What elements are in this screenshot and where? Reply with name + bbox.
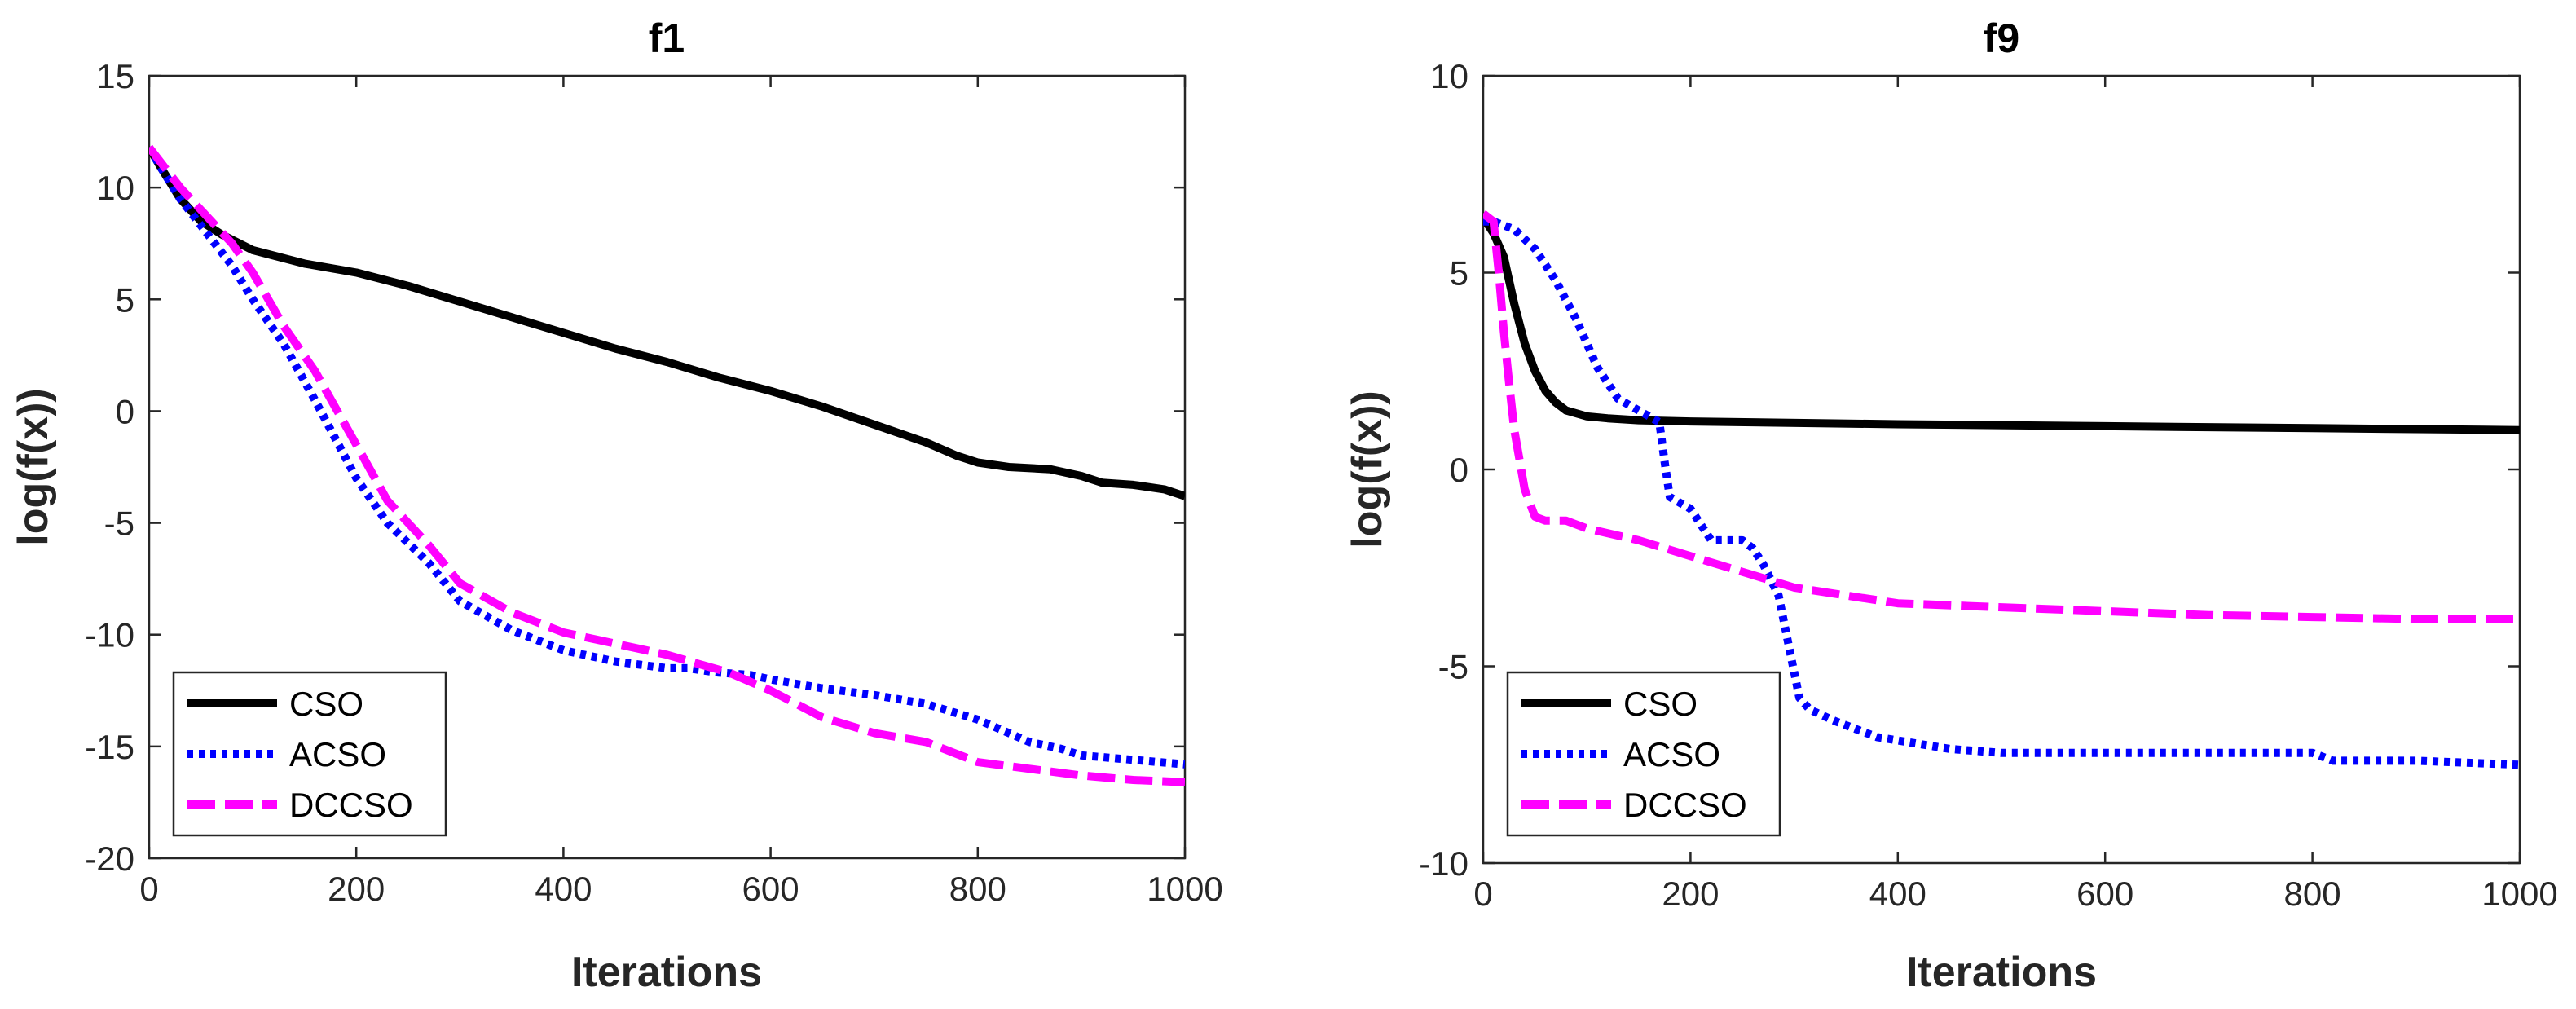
x-tick-label: 600 [742,870,799,908]
y-tick-label: -10 [85,616,134,654]
series-line-dccso [149,144,1185,786]
series-line-cso [149,145,1185,500]
series-lines [1483,210,2520,769]
series-line-cso [1483,215,2520,434]
x-tick-label: 0 [1473,875,1492,913]
legend-label-cso: CSO [289,685,363,723]
chart-f9: f9 0 200 400 600 800 1000 -10 -5 0 5 10 Iterations… [1344,15,2558,996]
x-tick-label: 800 [2284,875,2341,913]
legend-label-dccso: DCCSO [289,786,413,824]
legend-label-dccso: DCCSO [1623,786,1747,824]
y-tick-label: 5 [1450,254,1469,293]
x-tick-label: 1000 [2481,875,2557,913]
x-tick-label: 800 [949,870,1006,908]
x-axis-label: Iterations [1906,949,2097,996]
y-tick-label: -20 [85,839,134,878]
y-tick-label: 10 [1430,57,1469,95]
series-line-acso [1483,217,2520,769]
x-tick-label: 1000 [1147,870,1222,908]
y-tick-label: -15 [85,728,134,766]
legend-label-acso: ACSO [1623,735,1720,773]
legend-label-acso: ACSO [289,735,386,773]
series-line-dccso [1483,210,2520,623]
chart-f1: f1 0 200 400 600 800 1000 -20 -15 -10 -5 0 5 10 15 It… [10,15,1223,996]
y-tick-label: 0 [1450,451,1469,489]
x-axis-label: Iterations [571,949,762,996]
x-tick-label: 400 [1869,875,1926,913]
series-line-acso [149,145,1185,769]
x-tick-label: 400 [535,870,592,908]
chart-title: f1 [649,15,685,61]
legend: CSO ACSO DCCSO [172,671,447,837]
ticks: 0 200 400 600 800 1000 -10 -5 0 5 10 [1419,57,2557,913]
y-tick-label: 5 [116,280,134,319]
y-axis-label: log(f(x)) [10,388,57,545]
x-tick-label: 200 [328,870,385,908]
y-tick-label: -5 [104,504,134,543]
y-tick-label: 15 [96,57,134,95]
y-axis-label: log(f(x)) [1344,390,1391,548]
x-tick-label: 600 [2076,875,2133,913]
series-lines [149,144,1185,786]
y-tick-label: -5 [1438,648,1469,686]
y-tick-label: -10 [1419,844,1469,883]
x-tick-label: 200 [1662,875,1719,913]
y-tick-label: 10 [96,169,134,207]
x-tick-label: 0 [139,870,158,908]
y-tick-label: 0 [116,392,134,430]
ticks: 0 200 400 600 800 1000 -20 -15 -10 -5 0 5 10 15 [85,57,1222,908]
legend: CSO ACSO DCCSO [1506,671,1781,837]
legend-label-cso: CSO [1623,685,1698,723]
chart-title: f9 [1984,15,2019,61]
